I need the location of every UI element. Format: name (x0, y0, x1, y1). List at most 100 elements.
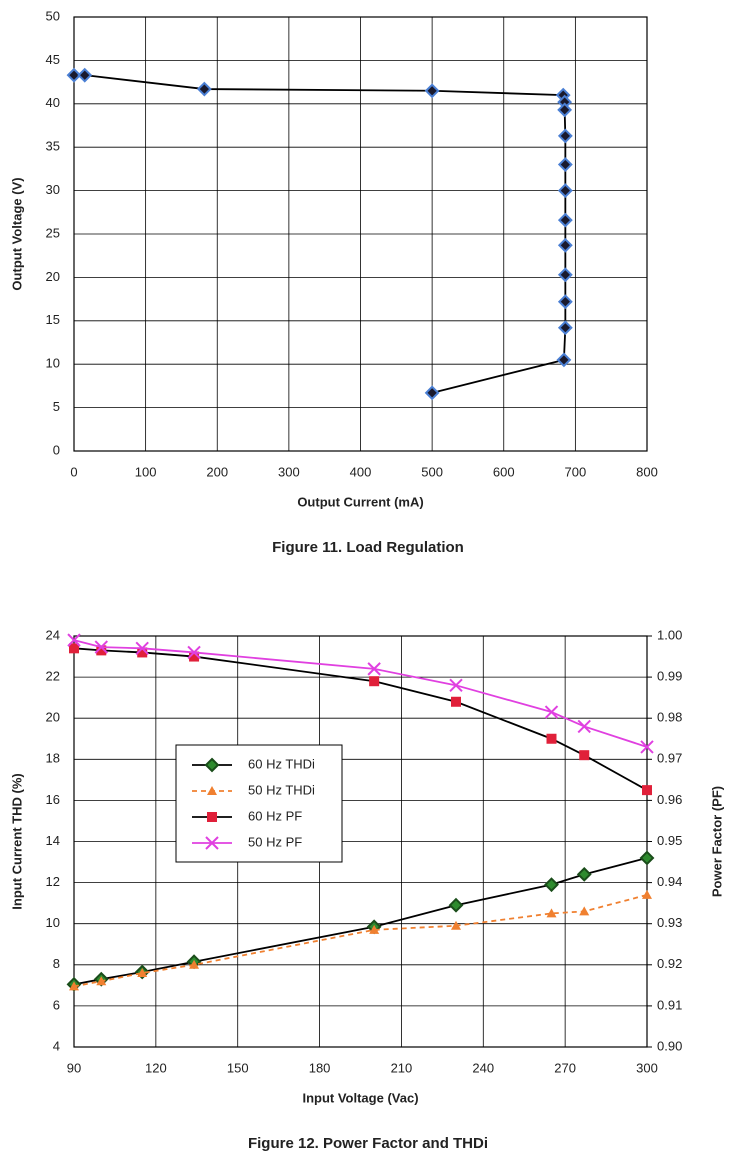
marker (448, 897, 464, 913)
x-tick-label: 90 (67, 1060, 81, 1075)
y-tick-label: 6 (53, 997, 60, 1012)
marker (557, 128, 573, 144)
y-tick-label: 24 (46, 627, 60, 642)
y-tick-label: 0 (53, 442, 60, 457)
marker (189, 651, 200, 662)
x-tick-label: 400 (350, 464, 372, 479)
x-tick-label: 150 (227, 1060, 249, 1075)
marker (204, 757, 220, 773)
y2-axis-title: Power Factor (PF) (709, 786, 724, 897)
x-tick-label: 180 (309, 1060, 331, 1075)
y2-tick-label: 0.93 (657, 915, 682, 930)
marker (96, 645, 107, 656)
series-line (73, 647, 648, 791)
marker (557, 267, 573, 283)
marker (557, 157, 573, 172)
marker (187, 645, 201, 660)
y-axis-title: Output Voltage (V) (9, 177, 24, 290)
y-tick-label: 50 (46, 8, 60, 23)
marker (189, 959, 200, 969)
legend-label: 50 Hz PF (248, 834, 302, 849)
series-line (73, 894, 648, 988)
marker (207, 812, 217, 822)
marker (546, 733, 557, 744)
marker (196, 81, 212, 97)
marker (67, 633, 81, 647)
marker (424, 83, 440, 99)
y2-tick-label: 0.96 (657, 792, 682, 807)
marker (556, 352, 572, 368)
y2-tick-label: 0.91 (657, 997, 682, 1012)
marker (451, 696, 461, 707)
y-tick-label: 8 (53, 956, 60, 971)
y2-tick-label: 0.97 (657, 751, 682, 766)
marker (557, 212, 573, 228)
y-tick-label: 40 (46, 95, 60, 110)
marker (642, 889, 652, 899)
y-tick-label: 15 (46, 312, 60, 327)
y-tick-label: 10 (46, 356, 60, 371)
marker (69, 981, 79, 991)
marker (640, 740, 654, 754)
x-tick-label: 300 (278, 464, 300, 479)
marker (449, 678, 463, 693)
y2-tick-label: 1.00 (657, 627, 682, 642)
y2-tick-label: 0.92 (657, 956, 682, 971)
marker (557, 102, 573, 118)
series-line (73, 639, 648, 748)
marker (367, 662, 381, 676)
y-tick-label: 12 (46, 874, 60, 889)
y-tick-label: 25 (46, 225, 60, 240)
marker (369, 676, 380, 687)
marker (207, 786, 217, 795)
marker (69, 643, 79, 654)
x-tick-label: 700 (565, 464, 587, 479)
plot-frame (73, 635, 648, 1048)
y-tick-label: 5 (53, 399, 60, 414)
marker (576, 866, 592, 882)
marker (639, 850, 655, 866)
legend-label: 60 Hz THDi (248, 756, 315, 771)
y2-tick-label: 0.90 (657, 1038, 682, 1053)
x-tick-label: 600 (493, 464, 515, 479)
x-axis-title: Input Voltage (Vac) (302, 1090, 418, 1105)
x-tick-label: 0 (70, 464, 77, 479)
y-tick-label: 4 (53, 1038, 60, 1053)
marker (205, 836, 219, 850)
x-tick-label: 500 (421, 464, 443, 479)
y-tick-label: 16 (46, 792, 60, 807)
marker (579, 906, 590, 916)
y-tick-label: 20 (46, 710, 60, 725)
marker (557, 237, 573, 253)
marker (137, 968, 148, 978)
marker (577, 719, 591, 734)
marker (137, 647, 148, 658)
x-tick-label: 210 (391, 1060, 413, 1075)
marker (77, 67, 93, 83)
marker (544, 705, 559, 719)
marker (66, 67, 82, 83)
y-axis-title: Input Current THD (%) (9, 773, 24, 909)
marker (96, 976, 107, 986)
y2-tick-label: 0.98 (657, 710, 682, 725)
x-tick-label: 120 (145, 1060, 167, 1075)
y-tick-label: 14 (46, 833, 60, 848)
marker (557, 294, 573, 310)
marker (369, 924, 380, 934)
marker (451, 920, 461, 930)
y-tick-label: 18 (46, 751, 60, 766)
marker (642, 785, 652, 796)
x-tick-label: 300 (636, 1060, 658, 1075)
legend-label: 60 Hz PF (248, 808, 302, 823)
marker (544, 877, 559, 893)
x-tick-label: 100 (135, 464, 157, 479)
y-tick-label: 10 (46, 915, 60, 930)
marker (579, 750, 590, 761)
marker (135, 641, 149, 656)
y2-tick-label: 0.94 (657, 874, 682, 889)
y-tick-label: 30 (46, 182, 60, 197)
y-tick-label: 20 (46, 269, 60, 284)
x-tick-label: 800 (636, 464, 658, 479)
series-line (73, 857, 648, 986)
